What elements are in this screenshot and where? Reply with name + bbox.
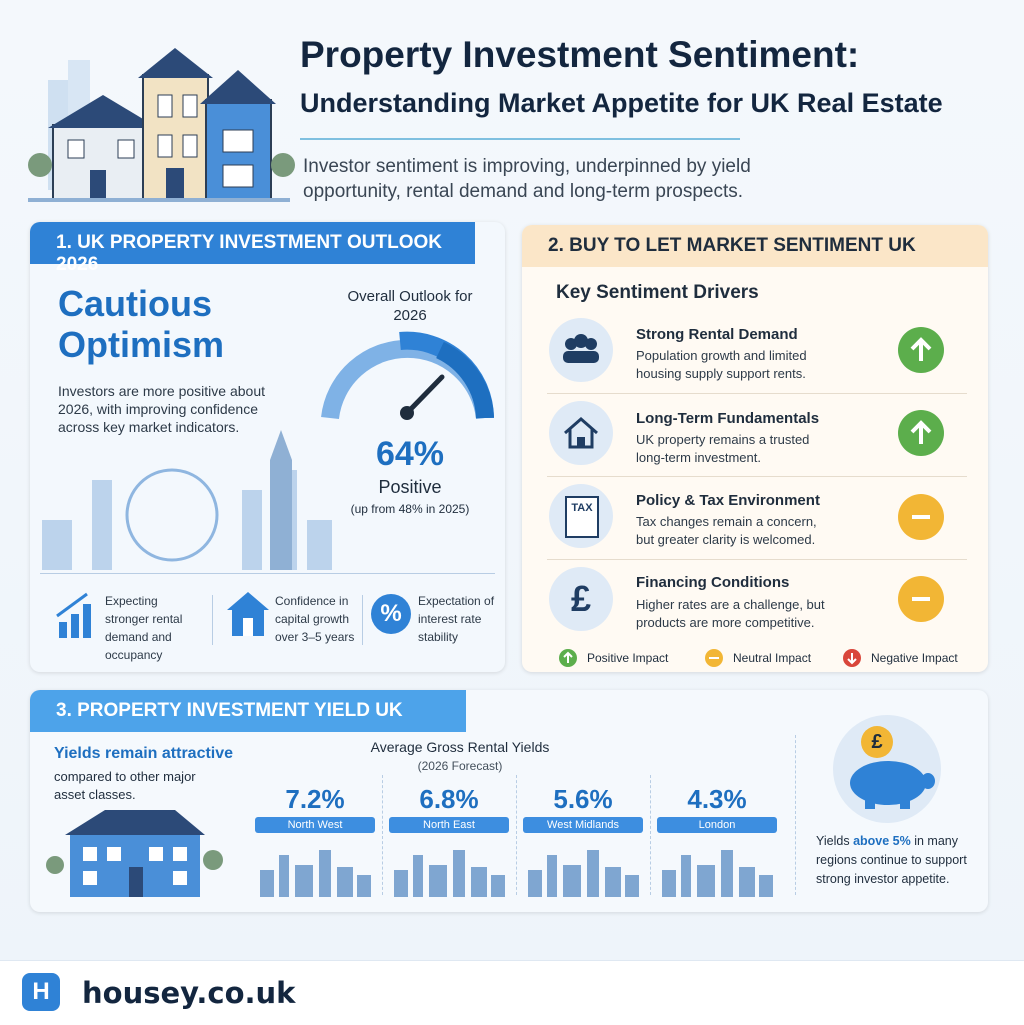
yield-region: London: [657, 817, 777, 833]
tax-icon: TAX: [565, 496, 599, 538]
house-icon: [227, 592, 269, 636]
driver-title: Financing Conditions: [636, 574, 790, 591]
driver-text: Higher rates are a challenge, but produc…: [636, 597, 825, 630]
driver-text: Population growth and limited housing su…: [636, 348, 807, 381]
intro: Investor sentiment is improving, underpi…: [303, 156, 751, 202]
yield-value: 4.3%: [687, 784, 747, 814]
legend-label: Negative Impact: [871, 651, 958, 665]
footer: [0, 960, 1024, 1025]
skyline: [657, 845, 777, 897]
yield-value: 7.2%: [285, 784, 345, 814]
gauge-note: (up from 48% in 2025): [350, 502, 470, 516]
gauge: [321, 331, 494, 420]
houses-illustration: [28, 48, 295, 202]
skyline: [523, 845, 643, 897]
divider: [547, 393, 967, 394]
separator: [795, 735, 797, 895]
driver-title: Strong Rental Demand: [636, 326, 798, 343]
separator: [650, 775, 652, 895]
note-text: Yields: [816, 834, 850, 848]
driver-icon: [549, 401, 613, 465]
divider: [547, 476, 967, 477]
impact-neutral: [898, 494, 944, 540]
chart-subtitle: (2026 Forecast): [417, 759, 503, 773]
yield-region: North West: [255, 817, 375, 833]
chart-title: Average Gross Rental Yields: [370, 739, 550, 755]
skyline: [389, 845, 509, 897]
piggy-bank: [850, 761, 935, 809]
london-skyline: [42, 430, 332, 570]
indicator-text: Expectation of interest rate stability: [418, 594, 495, 644]
driver-icon: TAX: [549, 484, 613, 548]
driver-title: Policy & Tax Environment: [636, 492, 820, 509]
house-illustration: [46, 810, 223, 897]
yield-headline: Yields remain attractive: [54, 745, 234, 762]
divider: [40, 573, 495, 574]
divider: [547, 559, 967, 560]
legend-positive: [559, 649, 577, 667]
drivers-title: Key Sentiment Drivers: [556, 282, 759, 303]
driver-text: UK property remains a trusted long-term …: [636, 432, 810, 465]
legend-neutral: [705, 649, 723, 667]
separator: [516, 775, 518, 895]
driver-title: Long-Term Fundamentals: [636, 410, 820, 427]
impact-positive: [898, 410, 944, 456]
site-name[interactable]: housey.co.uk: [82, 976, 296, 1010]
note-text: in many regions continue to support stro…: [816, 834, 967, 886]
yield-value: 5.6%: [553, 784, 613, 814]
outlook-panel: [30, 222, 505, 672]
yield-value: 6.8%: [419, 784, 479, 814]
section-title: 3. PROPERTY INVESTMENT YIELD UK: [30, 690, 466, 732]
logo: H: [22, 973, 60, 1011]
coin-icon: £: [861, 726, 893, 758]
skyline: [255, 845, 375, 897]
headline: Cautious Optimism: [58, 283, 225, 365]
gauge-value: 64%: [375, 435, 445, 473]
driver-text: Tax changes remain a concern, but greate…: [636, 514, 817, 547]
yield-text: compared to other major asset classes.: [54, 769, 196, 802]
yield-region: North East: [389, 817, 509, 833]
separator: [212, 595, 213, 645]
note-highlight: above 5%: [853, 834, 911, 848]
separator: [362, 595, 363, 645]
impact-neutral: [898, 576, 944, 622]
divider: [300, 138, 740, 140]
outlook-text: Investors are more positive about 2026, …: [58, 383, 265, 435]
legend-negative: [843, 649, 861, 667]
impact-positive: [898, 327, 944, 373]
gauge-label: Positive: [378, 477, 442, 497]
separator: [382, 775, 384, 895]
subtitle: Understanding Market Appetite for UK Rea…: [300, 88, 943, 118]
legend-label: Neutral Impact: [733, 651, 812, 665]
title: Property Investment Sentiment:: [300, 34, 860, 75]
pound-icon: £: [549, 567, 613, 631]
percent-icon: %: [371, 594, 411, 634]
indicator-text: Expecting stronger rental demand and occ…: [105, 594, 183, 662]
gauge-title: Overall Outlook for 2026: [347, 288, 473, 324]
yield-note: Yields above 5% in many regions continue…: [816, 832, 976, 889]
chart-icon: [56, 592, 91, 638]
section-title: 2. BUY TO LET MARKET SENTIMENT UK: [522, 225, 988, 267]
section-title: 1. UK PROPERTY INVESTMENT OUTLOOK 2026: [30, 222, 475, 275]
yield-region: West Midlands: [523, 817, 643, 833]
legend-label: Positive Impact: [587, 651, 669, 665]
driver-icon: [549, 318, 613, 382]
indicator-text: Confidence in capital growth over 3–5 ye…: [275, 594, 355, 644]
